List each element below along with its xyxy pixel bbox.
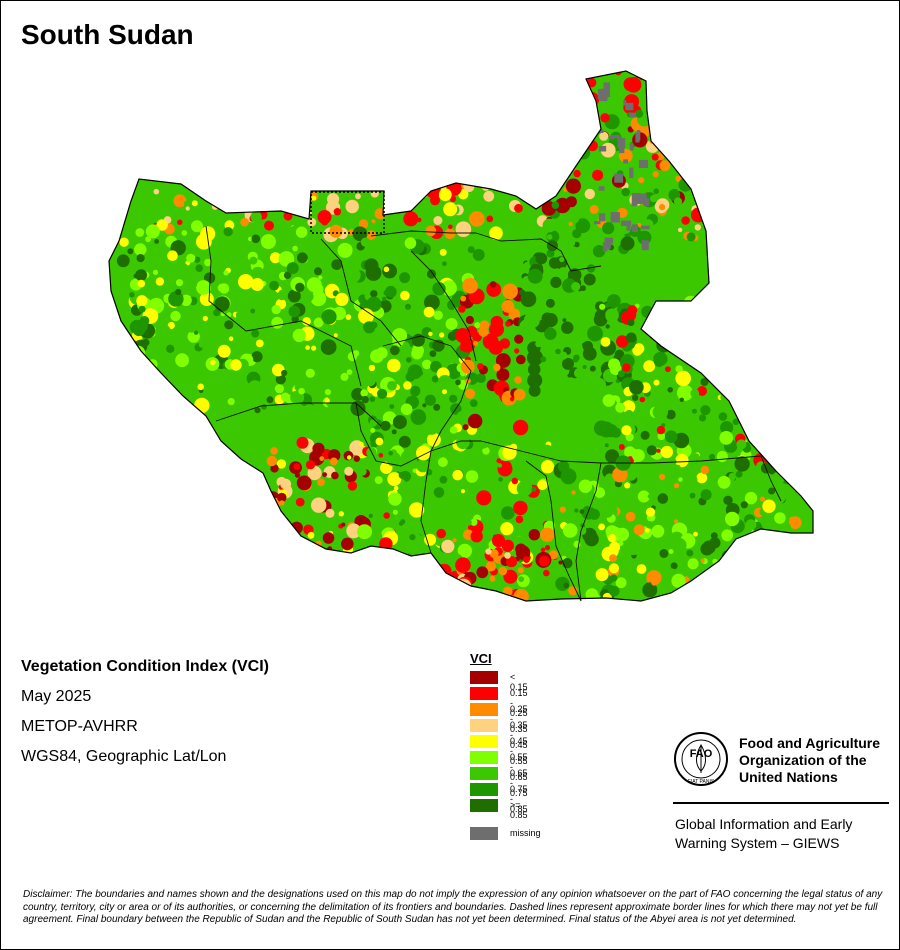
fao-logo: FAO FIAT PANIS bbox=[674, 732, 728, 786]
legend-label: 0.35 - 0.45 bbox=[510, 720, 528, 750]
giews-line2: Warning System – GIEWS bbox=[675, 835, 840, 851]
legend-label: 0.55 - 0.65 bbox=[510, 752, 528, 782]
fao-organization-name: Food and Agriculture Organization of the… bbox=[739, 735, 880, 786]
legend-item: >= 0.85 bbox=[470, 798, 528, 820]
legend-swatch bbox=[470, 703, 498, 716]
legend-item: 0.65 - 0.75 bbox=[470, 766, 528, 798]
map-title: South Sudan bbox=[21, 19, 194, 50]
legend-label: 0.75 - 0.85 bbox=[510, 784, 528, 814]
legend-label: 0.45 - 0.55 bbox=[510, 736, 528, 766]
fao-name-line3: United Nations bbox=[739, 769, 838, 785]
abyei-area-dashed-border bbox=[310, 191, 385, 234]
legend-swatch bbox=[470, 735, 498, 748]
legend-label-missing: missing bbox=[510, 828, 541, 838]
legend-item: < 0.15 bbox=[470, 670, 528, 692]
legend-label: < 0.15 bbox=[510, 672, 528, 692]
legend-label: 0.25 - 0.35 bbox=[510, 704, 528, 734]
fao-logo-motto: FIAT PANIS bbox=[688, 779, 715, 785]
legend-title: VCI bbox=[470, 651, 492, 666]
divider bbox=[673, 802, 889, 804]
legend-item: 0.15 - 0.25 bbox=[470, 686, 528, 718]
projection-info: WGS84, Geographic Lat/Lon bbox=[21, 748, 227, 765]
legend-swatch bbox=[470, 751, 498, 764]
fao-name-line2: Organization of the bbox=[739, 752, 867, 768]
legend-swatch bbox=[470, 719, 498, 732]
legend-label: >= 0.85 bbox=[510, 800, 528, 820]
state-boundaries bbox=[205, 225, 782, 602]
legend-swatch-missing bbox=[470, 827, 498, 840]
legend-item: 0.35 - 0.45 bbox=[470, 718, 528, 750]
legend-item-missing: missing bbox=[470, 826, 541, 842]
legend-swatch bbox=[470, 799, 498, 812]
legend-item: 0.45 - 0.55 bbox=[470, 734, 528, 766]
legend-item: 0.25 - 0.35 bbox=[470, 702, 528, 734]
map-info: Vegetation Condition Index (VCI) May 202… bbox=[21, 657, 269, 777]
giews-line1: Global Information and Early bbox=[675, 816, 853, 832]
legend-label: 0.65 - 0.75 bbox=[510, 768, 528, 798]
vci-raster bbox=[109, 71, 813, 601]
legend-swatch bbox=[470, 767, 498, 780]
vci-legend: VCI < 0.15 0.15 - 0.25 0.25 - 0.35 0.35 - 0… bbox=[470, 651, 541, 842]
giews-name: Global Information and Early Warning Sys… bbox=[675, 815, 852, 853]
map-period: May 2025 bbox=[21, 688, 92, 705]
legend-label: 0.15 - 0.25 bbox=[510, 688, 528, 718]
legend-item: 0.75 - 0.85 bbox=[470, 782, 528, 814]
sensor-name: METOP-AVHRR bbox=[21, 718, 138, 735]
index-name: Vegetation Condition Index (VCI) bbox=[21, 658, 269, 675]
legend-item: 0.55 - 0.65 bbox=[470, 750, 528, 782]
legend-swatch bbox=[470, 783, 498, 796]
legend-swatch bbox=[470, 671, 498, 684]
fao-logo-text: FAO bbox=[690, 748, 713, 760]
fao-name-line1: Food and Agriculture bbox=[739, 735, 881, 751]
disclaimer-text: Disclaimer: The boundaries and names sho… bbox=[23, 889, 883, 925]
legend-swatch bbox=[470, 687, 498, 700]
vci-map bbox=[108, 70, 814, 602]
